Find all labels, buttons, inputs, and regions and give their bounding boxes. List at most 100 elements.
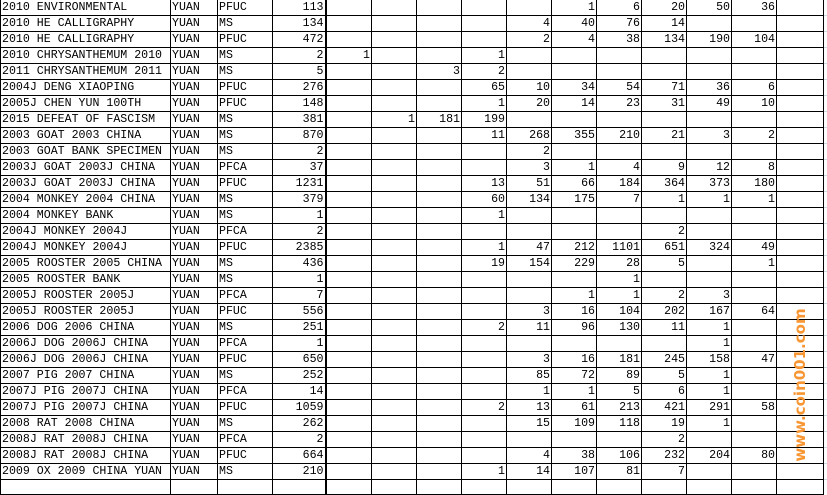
cell-grade-count[interactable] <box>326 96 372 112</box>
cell-grade-count[interactable] <box>417 320 462 336</box>
cell-grade-count[interactable]: 1 <box>462 464 507 480</box>
empty-cell[interactable] <box>824 192 827 208</box>
cell-total[interactable]: 14 <box>273 384 326 400</box>
cell-grade-count[interactable] <box>417 0 462 16</box>
cell-grade-count[interactable] <box>507 48 552 64</box>
cell-grade-count[interactable] <box>687 208 732 224</box>
cell-grade-count[interactable]: 364 <box>642 176 687 192</box>
cell-grade-count[interactable] <box>777 240 824 256</box>
cell-total[interactable]: 2 <box>273 432 326 448</box>
cell-grade-count[interactable]: 10 <box>507 80 552 96</box>
cell-grade-count[interactable]: 2 <box>507 32 552 48</box>
cell-grade-count[interactable]: 1 <box>642 192 687 208</box>
cell-name[interactable]: 2009 OX 2009 CHINA YUAN <box>1 464 171 480</box>
cell-grade-count[interactable] <box>597 112 642 128</box>
cell-grade-count[interactable]: 8 <box>732 160 777 176</box>
cell-grade-count[interactable] <box>326 432 372 448</box>
cell-grade-count[interactable]: 104 <box>732 32 777 48</box>
cell-grade-count[interactable] <box>417 80 462 96</box>
cell-grade-count[interactable]: 5 <box>642 256 687 272</box>
cell-grade-count[interactable] <box>732 336 777 352</box>
empty-cell[interactable] <box>824 32 827 48</box>
cell-grade-count[interactable]: 40 <box>552 16 597 32</box>
cell-grade-count[interactable]: 89 <box>597 368 642 384</box>
cell-grade-count[interactable] <box>462 288 507 304</box>
cell-grade-count[interactable] <box>372 64 417 80</box>
cell-grade-count[interactable] <box>326 448 372 464</box>
cell-grade-count[interactable]: 6 <box>642 384 687 400</box>
cell-grade-count[interactable] <box>417 160 462 176</box>
cell-grade-count[interactable] <box>777 272 824 288</box>
cell-grade-count[interactable]: 65 <box>462 80 507 96</box>
cell-grade-count[interactable] <box>642 336 687 352</box>
cell-grade-count[interactable] <box>642 48 687 64</box>
cell-grade-count[interactable] <box>372 192 417 208</box>
cell-grade-count[interactable] <box>507 432 552 448</box>
cell-grade-count[interactable] <box>372 320 417 336</box>
cell-grade-count[interactable] <box>326 288 372 304</box>
cell-grade-count[interactable] <box>372 48 417 64</box>
cell-grade-count[interactable]: 20 <box>642 0 687 16</box>
empty-cell[interactable] <box>824 48 827 64</box>
cell-grade[interactable]: PFCA <box>218 288 273 304</box>
cell-grade-count[interactable]: 1 <box>732 192 777 208</box>
cell-grade-count[interactable] <box>687 464 732 480</box>
cell-grade-count[interactable]: 23 <box>597 96 642 112</box>
cell-grade-count[interactable] <box>326 320 372 336</box>
cell-name[interactable]: 2007J PIG 2007J CHINA <box>1 400 171 416</box>
cell-grade-count[interactable]: 11 <box>462 128 507 144</box>
cell-grade-count[interactable]: 13 <box>462 176 507 192</box>
empty-cell[interactable] <box>824 432 827 448</box>
cell-name[interactable]: 2004J MONKEY 2004J <box>1 240 171 256</box>
cell-grade-count[interactable] <box>326 0 372 16</box>
cell-grade-count[interactable]: 6 <box>732 80 777 96</box>
cell-total[interactable]: 1059 <box>273 400 326 416</box>
cell-grade[interactable]: PFCA <box>218 384 273 400</box>
cell-grade-count[interactable] <box>417 352 462 368</box>
cell-grade-count[interactable]: 3 <box>507 304 552 320</box>
cell-grade-count[interactable] <box>462 384 507 400</box>
cell-grade-count[interactable]: 60 <box>462 192 507 208</box>
cell-grade-count[interactable]: 61 <box>552 400 597 416</box>
cell-name[interactable]: 2007J PIG 2007J CHINA <box>1 384 171 400</box>
cell-grade-count[interactable] <box>372 128 417 144</box>
cell-name[interactable]: 2006J DOG 2006J CHINA <box>1 352 171 368</box>
cell-grade-count[interactable] <box>417 128 462 144</box>
cell-grade-count[interactable] <box>777 0 824 16</box>
cell-grade-count[interactable] <box>732 432 777 448</box>
cell-total[interactable]: 1 <box>273 336 326 352</box>
cell-grade[interactable]: MS <box>218 48 273 64</box>
empty-cell[interactable] <box>824 144 827 160</box>
cell-name[interactable]: 2005J ROOSTER 2005J <box>1 304 171 320</box>
cell-grade-count[interactable] <box>462 160 507 176</box>
cell-total[interactable]: 2 <box>273 144 326 160</box>
cell-currency[interactable]: YUAN <box>171 416 218 432</box>
cell-total[interactable]: 381 <box>273 112 326 128</box>
cell-grade-count[interactable]: 130 <box>597 320 642 336</box>
cell-grade-count[interactable] <box>326 256 372 272</box>
cell-grade-count[interactable] <box>372 240 417 256</box>
empty-cell[interactable] <box>824 384 827 400</box>
cell-name[interactable]: 2005 ROOSTER 2005 CHINA <box>1 256 171 272</box>
cell-grade-count[interactable]: 1 <box>326 48 372 64</box>
cell-grade-count[interactable]: 651 <box>642 240 687 256</box>
cell-grade-count[interactable] <box>732 288 777 304</box>
cell-grade-count[interactable]: 36 <box>732 0 777 16</box>
cell-grade-count[interactable] <box>462 448 507 464</box>
cell-grade-count[interactable] <box>777 288 824 304</box>
empty-cell[interactable] <box>824 160 827 176</box>
cell-grade-count[interactable] <box>642 480 687 495</box>
cell-grade-count[interactable]: 199 <box>462 112 507 128</box>
cell-currency[interactable]: YUAN <box>171 80 218 96</box>
cell-grade-count[interactable]: 373 <box>687 176 732 192</box>
cell-grade-count[interactable] <box>777 320 824 336</box>
cell-grade-count[interactable] <box>326 208 372 224</box>
cell-name[interactable]: 2005 ROOSTER BANK <box>1 272 171 288</box>
cell-grade-count[interactable]: 1 <box>687 320 732 336</box>
cell-grade-count[interactable] <box>777 208 824 224</box>
cell-grade-count[interactable] <box>777 64 824 80</box>
cell-grade-count[interactable] <box>326 352 372 368</box>
cell-grade-count[interactable] <box>372 16 417 32</box>
cell-grade-count[interactable] <box>552 224 597 240</box>
cell-grade-count[interactable]: 4 <box>552 32 597 48</box>
